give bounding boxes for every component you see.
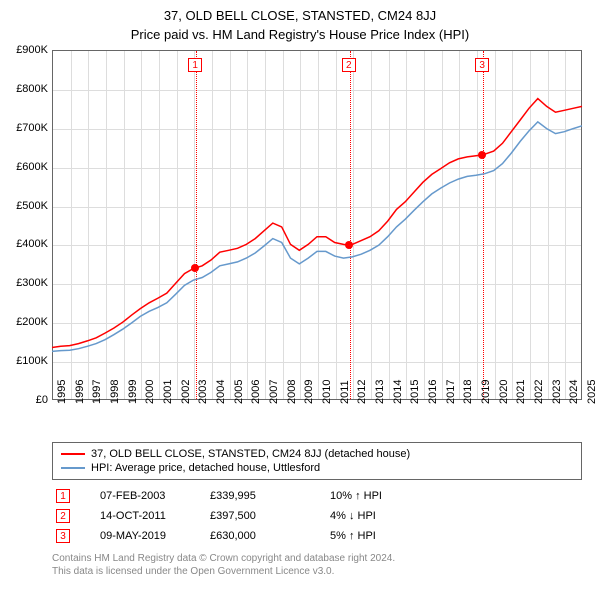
x-axis-tick-label: 2003 bbox=[197, 380, 209, 404]
chart-container: 37, OLD BELL CLOSE, STANSTED, CM24 8JJ P… bbox=[0, 0, 600, 590]
legend-swatch bbox=[61, 467, 85, 469]
chart-subtitle: Price paid vs. HM Land Registry's House … bbox=[0, 23, 600, 42]
x-axis-tick-label: 2025 bbox=[586, 380, 598, 404]
legend-item: 37, OLD BELL CLOSE, STANSTED, CM24 8JJ (… bbox=[61, 447, 573, 461]
event-marker-number: 2 bbox=[342, 58, 356, 72]
event-date: 09-MAY-2019 bbox=[70, 530, 210, 542]
x-axis-tick-label: 2022 bbox=[533, 380, 545, 404]
x-axis-tick-label: 2020 bbox=[498, 380, 510, 404]
x-axis-tick-label: 2006 bbox=[250, 380, 262, 404]
x-axis-tick-label: 2023 bbox=[551, 380, 563, 404]
event-number-box: 2 bbox=[56, 509, 70, 523]
y-axis-tick-label: £700K bbox=[16, 122, 48, 134]
event-price: £630,000 bbox=[210, 530, 330, 542]
footer-line2: This data is licensed under the Open Gov… bbox=[52, 565, 582, 578]
x-axis-tick-label: 1998 bbox=[109, 380, 121, 404]
y-axis-tick-label: £800K bbox=[16, 83, 48, 95]
event-hpi-diff: 10% ↑ HPI bbox=[330, 490, 450, 502]
chart-title-address: 37, OLD BELL CLOSE, STANSTED, CM24 8JJ bbox=[0, 0, 600, 23]
x-axis-tick-label: 2017 bbox=[445, 380, 457, 404]
y-axis-tick-label: £0 bbox=[36, 394, 48, 406]
event-marker-number: 1 bbox=[188, 58, 202, 72]
y-axis-tick-label: £100K bbox=[16, 355, 48, 367]
legend-label: 37, OLD BELL CLOSE, STANSTED, CM24 8JJ (… bbox=[91, 448, 410, 460]
x-axis-tick-label: 2010 bbox=[321, 380, 333, 404]
chart-svg bbox=[52, 50, 582, 400]
y-axis-tick-label: £200K bbox=[16, 316, 48, 328]
x-axis-tick-label: 2000 bbox=[144, 380, 156, 404]
y-axis-tick-label: £900K bbox=[16, 44, 48, 56]
event-marker-number: 3 bbox=[475, 58, 489, 72]
x-axis-tick-label: 2013 bbox=[374, 380, 386, 404]
sale-point-dot bbox=[345, 241, 353, 249]
x-axis-tick-label: 2008 bbox=[286, 380, 298, 404]
y-axis-tick-label: £600K bbox=[16, 161, 48, 173]
x-axis-tick-label: 2015 bbox=[409, 380, 421, 404]
event-number-box: 1 bbox=[56, 489, 70, 503]
event-price: £339,995 bbox=[210, 490, 330, 502]
x-axis-tick-label: 2005 bbox=[233, 380, 245, 404]
x-axis-tick-label: 2001 bbox=[162, 380, 174, 404]
event-number-box: 3 bbox=[56, 529, 70, 543]
event-hpi-diff: 5% ↑ HPI bbox=[330, 530, 450, 542]
event-date: 07-FEB-2003 bbox=[70, 490, 210, 502]
x-axis-tick-label: 2002 bbox=[180, 380, 192, 404]
x-axis-tick-label: 2004 bbox=[215, 380, 227, 404]
footer-line1: Contains HM Land Registry data © Crown c… bbox=[52, 552, 582, 565]
event-hpi-diff: 4% ↓ HPI bbox=[330, 510, 450, 522]
x-axis-tick-label: 1995 bbox=[56, 380, 68, 404]
event-table-row: 107-FEB-2003£339,99510% ↑ HPI bbox=[52, 486, 582, 506]
series-line bbox=[52, 99, 582, 348]
x-axis-tick-label: 2011 bbox=[339, 380, 351, 404]
x-axis-tick-label: 2024 bbox=[568, 380, 580, 404]
x-axis-tick-label: 1997 bbox=[91, 380, 103, 404]
event-date: 14-OCT-2011 bbox=[70, 510, 210, 522]
x-axis-tick-label: 2007 bbox=[268, 380, 280, 404]
legend-box: 37, OLD BELL CLOSE, STANSTED, CM24 8JJ (… bbox=[52, 442, 582, 480]
event-price: £397,500 bbox=[210, 510, 330, 522]
x-axis-tick-label: 2016 bbox=[427, 380, 439, 404]
footer-attribution: Contains HM Land Registry data © Crown c… bbox=[52, 552, 582, 578]
legend-label: HPI: Average price, detached house, Uttl… bbox=[91, 462, 320, 474]
x-axis-tick-label: 2009 bbox=[303, 380, 315, 404]
x-axis-tick-label: 1996 bbox=[74, 380, 86, 404]
legend-item: HPI: Average price, detached house, Uttl… bbox=[61, 461, 573, 475]
x-axis-tick-label: 2014 bbox=[392, 380, 404, 404]
x-axis-tick-label: 2019 bbox=[480, 380, 492, 404]
events-table: 107-FEB-2003£339,99510% ↑ HPI214-OCT-201… bbox=[52, 486, 582, 546]
legend-swatch bbox=[61, 453, 85, 455]
event-table-row: 309-MAY-2019£630,0005% ↑ HPI bbox=[52, 526, 582, 546]
y-axis-tick-label: £400K bbox=[16, 238, 48, 250]
sale-point-dot bbox=[478, 151, 486, 159]
event-table-row: 214-OCT-2011£397,5004% ↓ HPI bbox=[52, 506, 582, 526]
y-axis-tick-label: £500K bbox=[16, 200, 48, 212]
chart-plot-area: £0£100K£200K£300K£400K£500K£600K£700K£80… bbox=[52, 50, 582, 400]
x-axis-tick-label: 1999 bbox=[127, 380, 139, 404]
x-axis-tick-label: 2018 bbox=[462, 380, 474, 404]
sale-point-dot bbox=[191, 264, 199, 272]
x-axis-tick-label: 2012 bbox=[356, 380, 368, 404]
y-axis-tick-label: £300K bbox=[16, 277, 48, 289]
x-axis-tick-label: 2021 bbox=[515, 380, 527, 404]
